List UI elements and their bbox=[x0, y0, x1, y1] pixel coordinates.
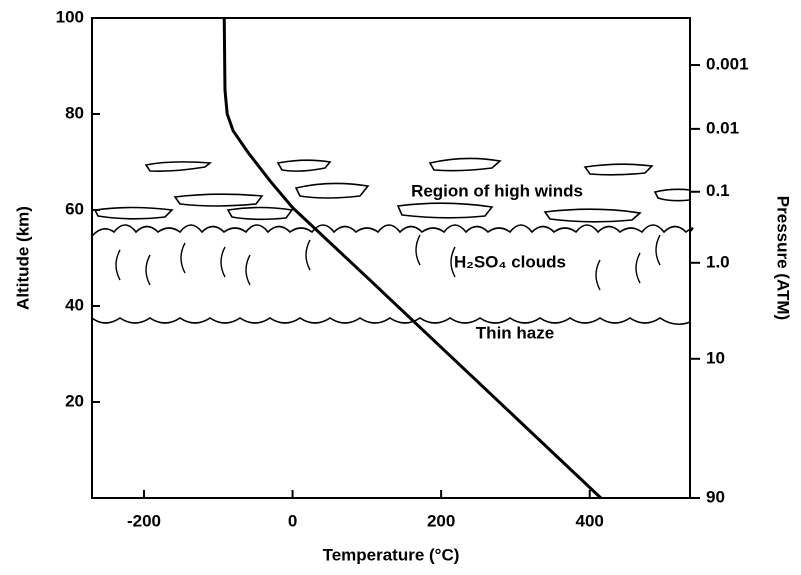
cloud-band bbox=[92, 225, 693, 324]
y-tick-label: 40 bbox=[65, 295, 84, 314]
x-tick-label: -200 bbox=[127, 511, 161, 530]
wind-streak bbox=[146, 162, 210, 171]
y-axis-label: Altitude (km) bbox=[13, 206, 32, 310]
y2-tick-label: 0.1 bbox=[706, 181, 730, 200]
x-axis-label: Temperature (°C) bbox=[323, 545, 460, 564]
y-tick-label: 60 bbox=[65, 199, 84, 218]
y-tick-label: 100 bbox=[56, 7, 84, 26]
x-tick-label: 200 bbox=[427, 511, 455, 530]
annotation: Region of high winds bbox=[411, 181, 583, 200]
wind-streak bbox=[545, 209, 640, 222]
wind-streak bbox=[228, 208, 292, 220]
x-tick-label: 400 bbox=[576, 511, 604, 530]
y2-tick-label: 0.01 bbox=[706, 118, 739, 137]
wind-streak bbox=[398, 203, 492, 218]
wind-streak bbox=[430, 158, 500, 170]
y2-tick-label: 90 bbox=[706, 487, 725, 506]
annotation: H₂SO₄ clouds bbox=[454, 252, 566, 271]
x-tick-label: 0 bbox=[288, 511, 297, 530]
wind-streak bbox=[296, 183, 368, 198]
wind-streak bbox=[655, 189, 690, 200]
y-tick-label: 80 bbox=[65, 103, 84, 122]
chart: Region of high winds H₂SO₄ clouds Thin h… bbox=[0, 0, 801, 575]
y-tick-label: 20 bbox=[65, 391, 84, 410]
annotation: Thin haze bbox=[476, 323, 554, 342]
wind-streak bbox=[585, 164, 652, 175]
wind-streak bbox=[278, 160, 330, 171]
y2-tick-label: 0.001 bbox=[706, 55, 749, 74]
wind-streak bbox=[175, 194, 262, 206]
y2-tick-label: 1.0 bbox=[706, 252, 730, 271]
wind-streak bbox=[95, 208, 172, 219]
y2-axis-label: Pressure (ATM) bbox=[774, 196, 793, 320]
y2-tick-label: 10 bbox=[706, 348, 725, 367]
